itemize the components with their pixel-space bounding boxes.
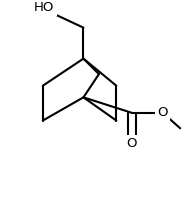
Text: HO: HO xyxy=(34,1,54,14)
Text: O: O xyxy=(158,106,168,119)
Text: O: O xyxy=(127,137,137,150)
